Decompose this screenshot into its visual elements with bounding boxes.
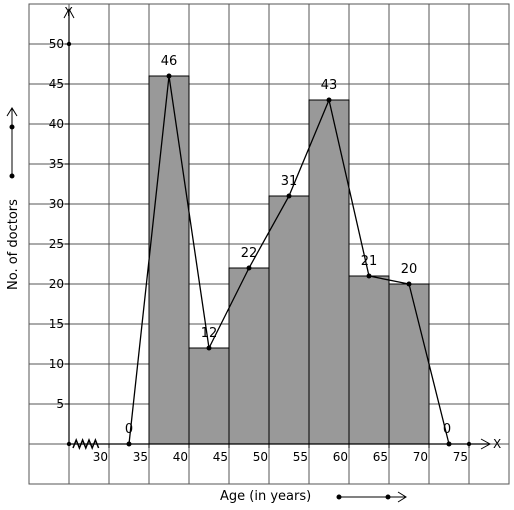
histogram-bar <box>348 275 390 445</box>
y-axis-letter: Y <box>64 5 73 19</box>
x-direction-arrow <box>336 491 407 503</box>
x-tick-label: 35 <box>133 450 148 464</box>
histogram-bar <box>228 267 270 445</box>
data-label: 20 <box>401 262 418 277</box>
polygon-point <box>126 441 132 447</box>
y-tick-label: 40 <box>49 117 64 131</box>
polygon-point <box>206 345 212 351</box>
polygon-point <box>366 273 372 279</box>
x-tick-label: 45 <box>213 450 228 464</box>
x-tick-label: 30 <box>93 450 108 464</box>
x-tick-label: 55 <box>293 450 308 464</box>
y-tick-label: 10 <box>49 357 64 371</box>
x-tick-label: 40 <box>173 450 188 464</box>
y-axis-top-point <box>66 41 72 47</box>
y-direction-arrow <box>6 107 18 179</box>
y-tick-label: 15 <box>49 317 64 331</box>
tick-labels: 5 10 15 20 25 30 35 40 45 50 30 35 40 45 50 55 60 65 70 75 <box>49 37 468 464</box>
frequency-polygon <box>126 73 452 447</box>
y-tick-label: 50 <box>49 37 64 51</box>
y-tick-label: 20 <box>49 277 64 291</box>
polygon-point <box>246 265 252 271</box>
data-label: 0 <box>443 422 451 437</box>
x-tick-label: 50 <box>253 450 268 464</box>
histogram-bar <box>188 347 230 445</box>
polygon-point <box>406 281 412 287</box>
x-axis-arrowhead <box>480 438 492 450</box>
y-tick-label: 35 <box>49 157 64 171</box>
x-axis-break-symbol <box>72 437 100 451</box>
data-label: 31 <box>281 174 298 189</box>
histogram-bar <box>268 195 310 445</box>
data-label: 46 <box>161 54 178 69</box>
data-label: 21 <box>361 254 378 269</box>
x-tick-label: 60 <box>333 450 348 464</box>
polygon-point <box>166 73 172 79</box>
data-label: 12 <box>201 326 218 341</box>
x-axis-letter: X <box>493 437 501 451</box>
y-axis-arrowhead <box>63 7 75 19</box>
data-label: 22 <box>241 246 258 261</box>
histogram-bar <box>148 75 190 445</box>
y-tick-label: 45 <box>49 77 64 91</box>
polygon-point <box>446 441 452 447</box>
x-axis-title: Age (in years) <box>220 489 311 504</box>
x-tick-label: 65 <box>373 450 388 464</box>
axes <box>63 7 492 451</box>
y-axis-title: No. of doctors <box>6 199 21 290</box>
y-tick-label: 5 <box>56 397 64 411</box>
data-label: 43 <box>321 78 338 93</box>
x-tick-label: 70 <box>413 450 428 464</box>
data-label: 0 <box>125 422 133 437</box>
x-tick-label: 75 <box>453 450 468 464</box>
y-tick-label: 30 <box>49 197 64 211</box>
data-labels: 0 46 12 22 31 43 21 20 0 <box>125 54 451 437</box>
histogram-bar <box>388 283 430 445</box>
y-tick-label: 25 <box>49 237 64 251</box>
polygon-point <box>286 193 292 199</box>
polygon-point <box>326 97 332 103</box>
histogram-bar <box>308 99 350 445</box>
origin-point <box>66 441 72 447</box>
histogram-bars <box>148 75 430 445</box>
